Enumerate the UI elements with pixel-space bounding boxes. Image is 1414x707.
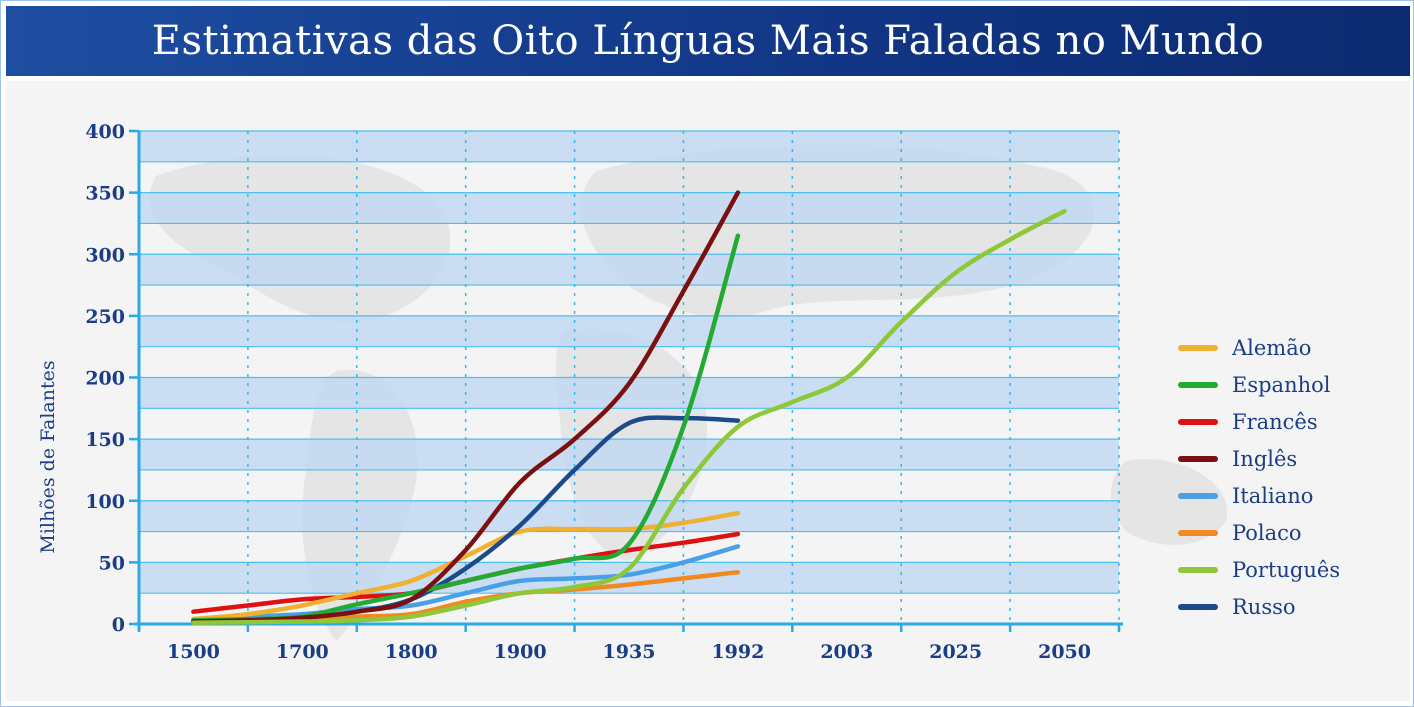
grid-band bbox=[139, 439, 1119, 470]
legend-swatch bbox=[1178, 344, 1218, 351]
legend-swatch bbox=[1178, 455, 1218, 462]
series-line-italiano bbox=[191, 544, 741, 622]
y-tick-label: 250 bbox=[85, 306, 125, 328]
legend-swatch bbox=[1178, 566, 1218, 573]
title-bar: Estimativas das Oito Línguas Mais Falada… bbox=[6, 6, 1410, 76]
y-tick-label: 300 bbox=[85, 244, 125, 266]
x-tick-label: 1900 bbox=[494, 641, 547, 663]
legend-label: Russo bbox=[1232, 594, 1296, 619]
legend-item-polaco: Polaco bbox=[1178, 514, 1398, 551]
y-tick-label: 50 bbox=[99, 552, 125, 574]
x-tick-label: 1700 bbox=[276, 641, 329, 663]
x-tick-label: 1935 bbox=[603, 641, 656, 663]
legend-item-ingles: Inglês bbox=[1178, 440, 1398, 477]
grid-band bbox=[139, 131, 1119, 162]
y-tick-label: 0 bbox=[112, 614, 125, 636]
legend-label: Espanhol bbox=[1232, 372, 1331, 397]
legend-label: Alemão bbox=[1232, 335, 1312, 360]
legend-label: Polaco bbox=[1232, 520, 1302, 545]
map-background-shape bbox=[1111, 459, 1228, 545]
x-tick-label: 2003 bbox=[820, 641, 873, 663]
grid-band bbox=[139, 315, 1119, 347]
legend-item-portugues: Português bbox=[1178, 551, 1398, 588]
legend-item-frances: Francês bbox=[1178, 403, 1398, 440]
series-line-ingles bbox=[191, 190, 741, 624]
map-background-shape bbox=[581, 144, 1095, 318]
legend-item-alemao: Alemão bbox=[1178, 329, 1398, 366]
chart-legend: Alemão Espanhol Francês Inglês Italiano Polac… bbox=[1178, 329, 1398, 625]
chart-plot: 1500 1700 1800 1900 1935 1992 2003 2025 2050 0 50 1… bbox=[85, 121, 1228, 663]
x-tick-label: 2050 bbox=[1038, 641, 1091, 663]
legend-swatch bbox=[1178, 418, 1218, 425]
legend-item-italiano: Italiano bbox=[1178, 477, 1398, 514]
legend-item-russo: Russo bbox=[1178, 588, 1398, 625]
chart-title: Estimativas das Oito Línguas Mais Falada… bbox=[151, 18, 1265, 64]
series-line-alemao bbox=[191, 510, 741, 622]
legend-swatch bbox=[1178, 603, 1218, 610]
series-line-portugues bbox=[191, 208, 1067, 626]
legend-swatch bbox=[1178, 492, 1218, 499]
legend-item-espanhol: Espanhol bbox=[1178, 366, 1398, 403]
y-tick-label: 350 bbox=[85, 183, 125, 205]
grid-band bbox=[139, 500, 1119, 532]
legend-label: Inglês bbox=[1232, 446, 1298, 471]
y-tick-label: 400 bbox=[85, 121, 125, 143]
legend-swatch bbox=[1178, 529, 1218, 536]
legend-swatch bbox=[1178, 381, 1218, 388]
y-axis-title: Milhões de Falantes bbox=[37, 360, 59, 554]
legend-label: Francês bbox=[1232, 409, 1318, 434]
y-tick-label: 200 bbox=[85, 368, 125, 390]
grid-band bbox=[139, 254, 1119, 286]
grid-band bbox=[139, 192, 1119, 224]
x-tick-label: 2025 bbox=[929, 641, 982, 663]
y-tick-label: 150 bbox=[85, 429, 125, 451]
x-tick-label: 1500 bbox=[167, 641, 220, 663]
map-background-shape bbox=[149, 155, 451, 323]
y-tick-label: 100 bbox=[85, 491, 125, 513]
x-tick-label: 1992 bbox=[711, 641, 764, 663]
chart-area: 1500 1700 1800 1900 1935 1992 2003 2025 2050 0 50 1… bbox=[6, 81, 1410, 701]
legend-label: Português bbox=[1232, 557, 1341, 582]
legend-label: Italiano bbox=[1232, 483, 1314, 508]
x-tick-label: 1800 bbox=[385, 641, 438, 663]
